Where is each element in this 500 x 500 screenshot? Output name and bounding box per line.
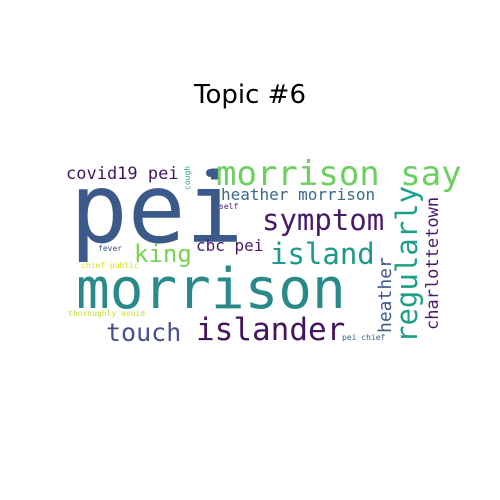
word-morrison: morrison [76,257,346,322]
word-charlottetown: charlottetown [423,197,443,330]
word-chief-public: chief public [81,261,139,270]
word-self: self [219,202,238,211]
word-cough: cough [183,166,192,190]
word-touch: touch [106,318,181,347]
figure-title: Topic #6 [194,80,306,110]
word-islander: islander [196,312,345,348]
word-pei-chief: pei chief [342,333,386,342]
word-fever: fever [98,244,122,253]
dot-mark [206,169,214,177]
word-heather: heather [375,257,396,333]
word-covid19-pei: covid19 pei [66,164,179,184]
word-cbc-pei: cbc pei [196,236,263,255]
word-heather-morrison: heather morrison [221,185,375,204]
word-morrison-say: morrison say [216,154,462,194]
word-regularly: regularly [390,186,424,343]
word-king: king [134,240,192,268]
word-thoroughly-avoid: thoroughly avoid [68,309,145,318]
word-island: island [270,237,375,271]
word-symptom: symptom [262,203,384,237]
word-pei: pei [70,153,243,265]
